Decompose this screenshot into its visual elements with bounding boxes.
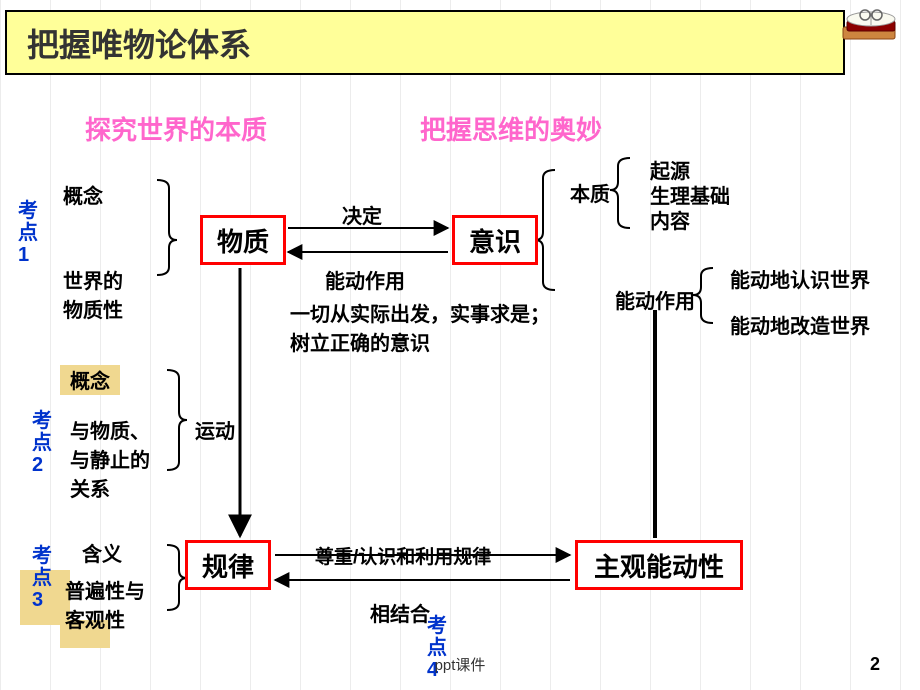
label-benzhi: 本质 — [570, 178, 610, 207]
books-icon — [837, 5, 905, 45]
section-title-left: 探究世界的本质 — [85, 110, 267, 147]
section-title-right: 把握思维的奥妙 — [420, 110, 602, 147]
label-jueding: 决定 — [342, 200, 382, 229]
label-nengdong: 能动作用 — [325, 265, 405, 294]
kaodian-label-1: 考 点 1 — [18, 200, 38, 266]
footer-text: ppt课件 — [435, 654, 486, 675]
label-shijie: 世界的 物质性 — [63, 265, 123, 323]
page-number: 2 — [870, 654, 880, 675]
kaodian-label-2: 考 点 2 — [32, 410, 52, 476]
label-zunzhong: 尊重/认识和利用规律 — [315, 542, 491, 569]
label-gainian2: 概念 — [70, 365, 110, 394]
label-xiangjh: 相结合 — [370, 598, 430, 627]
label-gaizao: 能动地改造世界 — [730, 310, 870, 339]
slide-title: 把握唯物论体系 — [27, 20, 251, 66]
label-renshi: 能动地认识世界 — [730, 264, 870, 293]
node-yishi: 意识 — [452, 215, 538, 265]
kaodian-label-3: 考 点 3 — [32, 545, 52, 611]
label-ndzy: 能动作用 — [615, 285, 695, 314]
label-neirong: 内容 — [650, 205, 690, 234]
label-hanyi: 含义 — [82, 538, 122, 567]
label-yiqie: 一切从实际出发，实事求是； 树立正确的意识 — [290, 298, 550, 356]
label-yundong: 运动 — [195, 415, 235, 444]
label-pubian: 普遍性与 客观性 — [65, 575, 145, 633]
label-gainian1: 概念 — [63, 180, 103, 209]
label-yuwuzhi: 与物质、 与静止的 关系 — [70, 415, 150, 502]
node-wuzhi: 物质 — [200, 215, 286, 265]
slide-title-bar: 把握唯物论体系 — [5, 10, 845, 75]
node-zhuguan: 主观能动性 — [575, 540, 743, 590]
node-guilv: 规律 — [185, 540, 271, 590]
